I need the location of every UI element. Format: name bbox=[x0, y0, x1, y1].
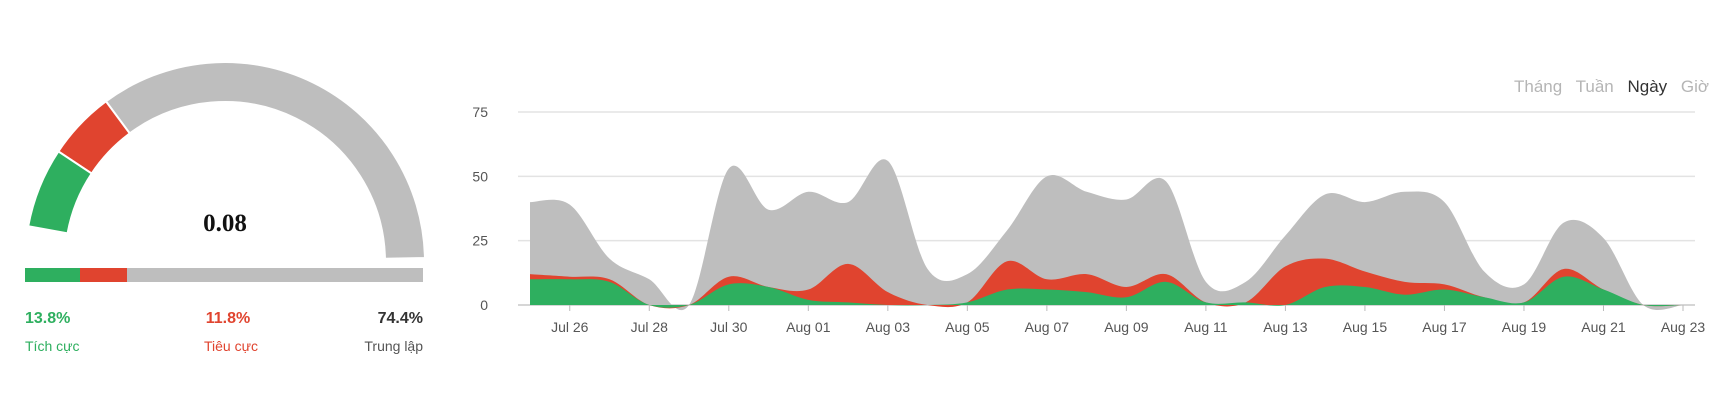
area-series-positive bbox=[530, 276, 1683, 308]
ratio-bar-negative bbox=[79, 268, 127, 282]
gauge-segment-positive bbox=[27, 150, 94, 235]
gauge-segment-negative bbox=[56, 99, 132, 175]
x-axis: Jul 26 Jul 28 Jul 30 Aug 01 Aug 03 Aug 05 Aug … bbox=[551, 305, 1705, 335]
y-tick-label: 25 bbox=[472, 233, 488, 249]
x-tick-label: Aug 03 bbox=[866, 319, 911, 335]
ratio-bar-positive bbox=[25, 268, 80, 282]
period-tabs: Tháng Tuần Ngày Giờ bbox=[1514, 77, 1709, 97]
x-tick-label: Jul 28 bbox=[631, 319, 669, 335]
stat-positive: 13.8% Tích cực bbox=[25, 310, 155, 354]
gauge-segment-neutral bbox=[104, 61, 426, 260]
x-tick-label: Aug 13 bbox=[1263, 319, 1308, 335]
stat-negative-label: Tiêu cực bbox=[204, 338, 258, 354]
x-tick-label: Aug 07 bbox=[1025, 319, 1070, 335]
tab-day[interactable]: Ngày bbox=[1627, 77, 1668, 96]
x-tick-label: Aug 21 bbox=[1581, 319, 1626, 335]
x-tick-label: Aug 09 bbox=[1104, 319, 1149, 335]
ratio-bar-neutral bbox=[126, 268, 423, 282]
x-tick-label: Jul 26 bbox=[551, 319, 589, 335]
y-tick-label: 0 bbox=[480, 297, 488, 313]
x-tick-label: Aug 05 bbox=[945, 319, 990, 335]
stat-positive-percent: 13.8% bbox=[25, 310, 71, 327]
gauge-value: 0.08 bbox=[203, 210, 247, 237]
stat-neutral: 74.4% Trung lập bbox=[293, 310, 423, 354]
x-tick-label: Aug 17 bbox=[1422, 319, 1467, 335]
tab-hour[interactable]: Giờ bbox=[1680, 77, 1710, 96]
y-tick-label: 75 bbox=[472, 104, 488, 120]
x-tick-label: Aug 19 bbox=[1502, 319, 1547, 335]
gauge-chart bbox=[27, 61, 426, 260]
x-tick-label: Aug 23 bbox=[1661, 319, 1706, 335]
tab-week[interactable]: Tuần bbox=[1575, 77, 1614, 96]
stat-neutral-label: Trung lập bbox=[364, 338, 423, 354]
stat-positive-label: Tích cực bbox=[25, 338, 80, 354]
stat-negative: 11.8% Tiêu cực bbox=[187, 310, 269, 354]
x-tick-label: Aug 11 bbox=[1184, 319, 1228, 335]
x-tick-label: Aug 15 bbox=[1343, 319, 1388, 335]
area-series-neutral bbox=[530, 159, 1683, 311]
tab-month[interactable]: Tháng bbox=[1514, 77, 1563, 96]
y-tick-label: 50 bbox=[472, 168, 488, 184]
stat-negative-percent: 11.8% bbox=[205, 310, 251, 327]
sentiment-gauge-panel: 0.08 13.8% Tích cực 11.8% Tiêu cực 74.4%… bbox=[0, 0, 450, 410]
x-tick-label: Aug 01 bbox=[786, 319, 831, 335]
sentiment-area-chart: 0 25 50 75 Jul 26 Jul 28 Jul 30 Aug 01 Aug 03 Au… bbox=[472, 104, 1705, 335]
stat-neutral-percent: 74.4% bbox=[377, 310, 423, 327]
area-layer bbox=[530, 159, 1683, 311]
x-tick-label: Jul 30 bbox=[710, 319, 748, 335]
sentiment-ratio-bar bbox=[25, 268, 423, 282]
